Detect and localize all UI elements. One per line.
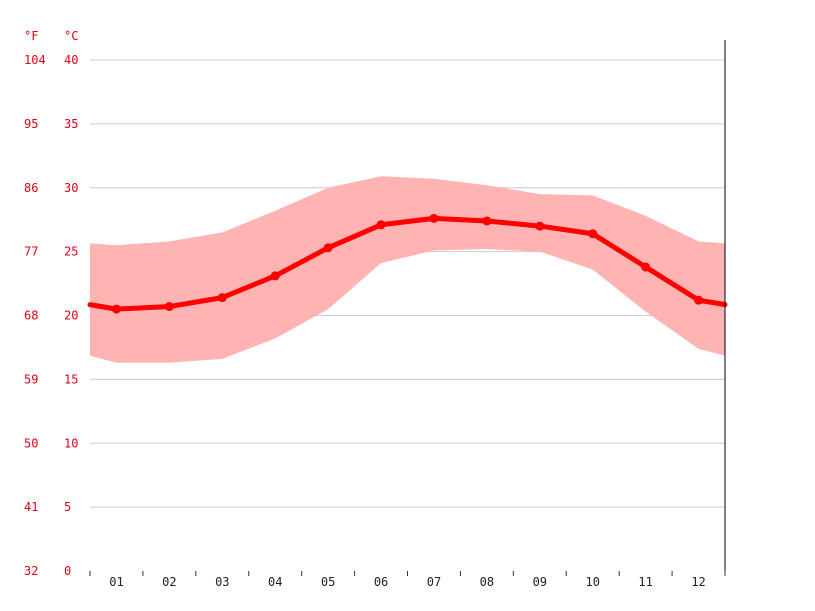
temperature-range-band xyxy=(90,176,725,363)
x-tick-label: 12 xyxy=(691,575,705,589)
data-point xyxy=(482,216,492,226)
data-point xyxy=(535,221,545,231)
y-tick-fahrenheit: 104 xyxy=(24,53,46,67)
series-line xyxy=(87,215,728,312)
x-tick-label: 08 xyxy=(480,575,494,589)
data-point xyxy=(588,229,598,239)
x-tick-label: 05 xyxy=(321,575,335,589)
x-tick-label: 01 xyxy=(109,575,123,589)
x-tick-label: 09 xyxy=(533,575,547,589)
x-tick-label: 04 xyxy=(268,575,282,589)
x-axis: 01 02 03 04 05 06 07 08 09 10 11 12 xyxy=(89,571,726,589)
y-tick-fahrenheit: 41 xyxy=(24,500,38,514)
unit-celsius-label: °C xyxy=(64,29,78,43)
y-tick-fahrenheit: 50 xyxy=(24,436,38,450)
y-tick-labels: 32 0 41 5 50 10 59 15 68 20 77 25 86 30 95 35 104 40 xyxy=(24,53,78,578)
y-tick-celsius: 0 xyxy=(64,564,71,578)
x-tick-label: 02 xyxy=(162,575,176,589)
unit-fahrenheit-label: °F xyxy=(24,29,38,43)
data-point xyxy=(429,213,439,223)
data-point xyxy=(641,262,651,272)
data-point xyxy=(111,304,121,314)
data-point xyxy=(694,295,704,305)
y-tick-fahrenheit: 32 xyxy=(24,564,38,578)
y-tick-celsius: 30 xyxy=(64,181,78,195)
y-tick-celsius: 25 xyxy=(64,245,78,259)
data-point xyxy=(376,220,386,230)
y-tick-fahrenheit: 68 xyxy=(24,309,38,323)
y-tick-celsius: 5 xyxy=(64,500,71,514)
x-tick-label: 11 xyxy=(638,575,652,589)
data-point xyxy=(323,243,333,253)
y-tick-celsius: 10 xyxy=(64,436,78,450)
y-tick-fahrenheit: 59 xyxy=(24,372,38,386)
data-point xyxy=(164,302,174,312)
x-tick-label: 10 xyxy=(585,575,599,589)
data-point xyxy=(270,271,280,281)
y-tick-celsius: 20 xyxy=(64,309,78,323)
y-tick-celsius: 40 xyxy=(64,53,78,67)
x-tick-label: 07 xyxy=(427,575,441,589)
y-tick-fahrenheit: 95 xyxy=(24,117,38,131)
y-tick-fahrenheit: 77 xyxy=(24,245,38,259)
x-tick-label: 06 xyxy=(374,575,388,589)
y-tick-celsius: 35 xyxy=(64,117,78,131)
y-tick-celsius: 15 xyxy=(64,372,78,386)
data-point xyxy=(217,293,227,303)
y-tick-fahrenheit: 86 xyxy=(24,181,38,195)
average-temperature-series xyxy=(87,213,728,314)
x-tick-label: 03 xyxy=(215,575,229,589)
